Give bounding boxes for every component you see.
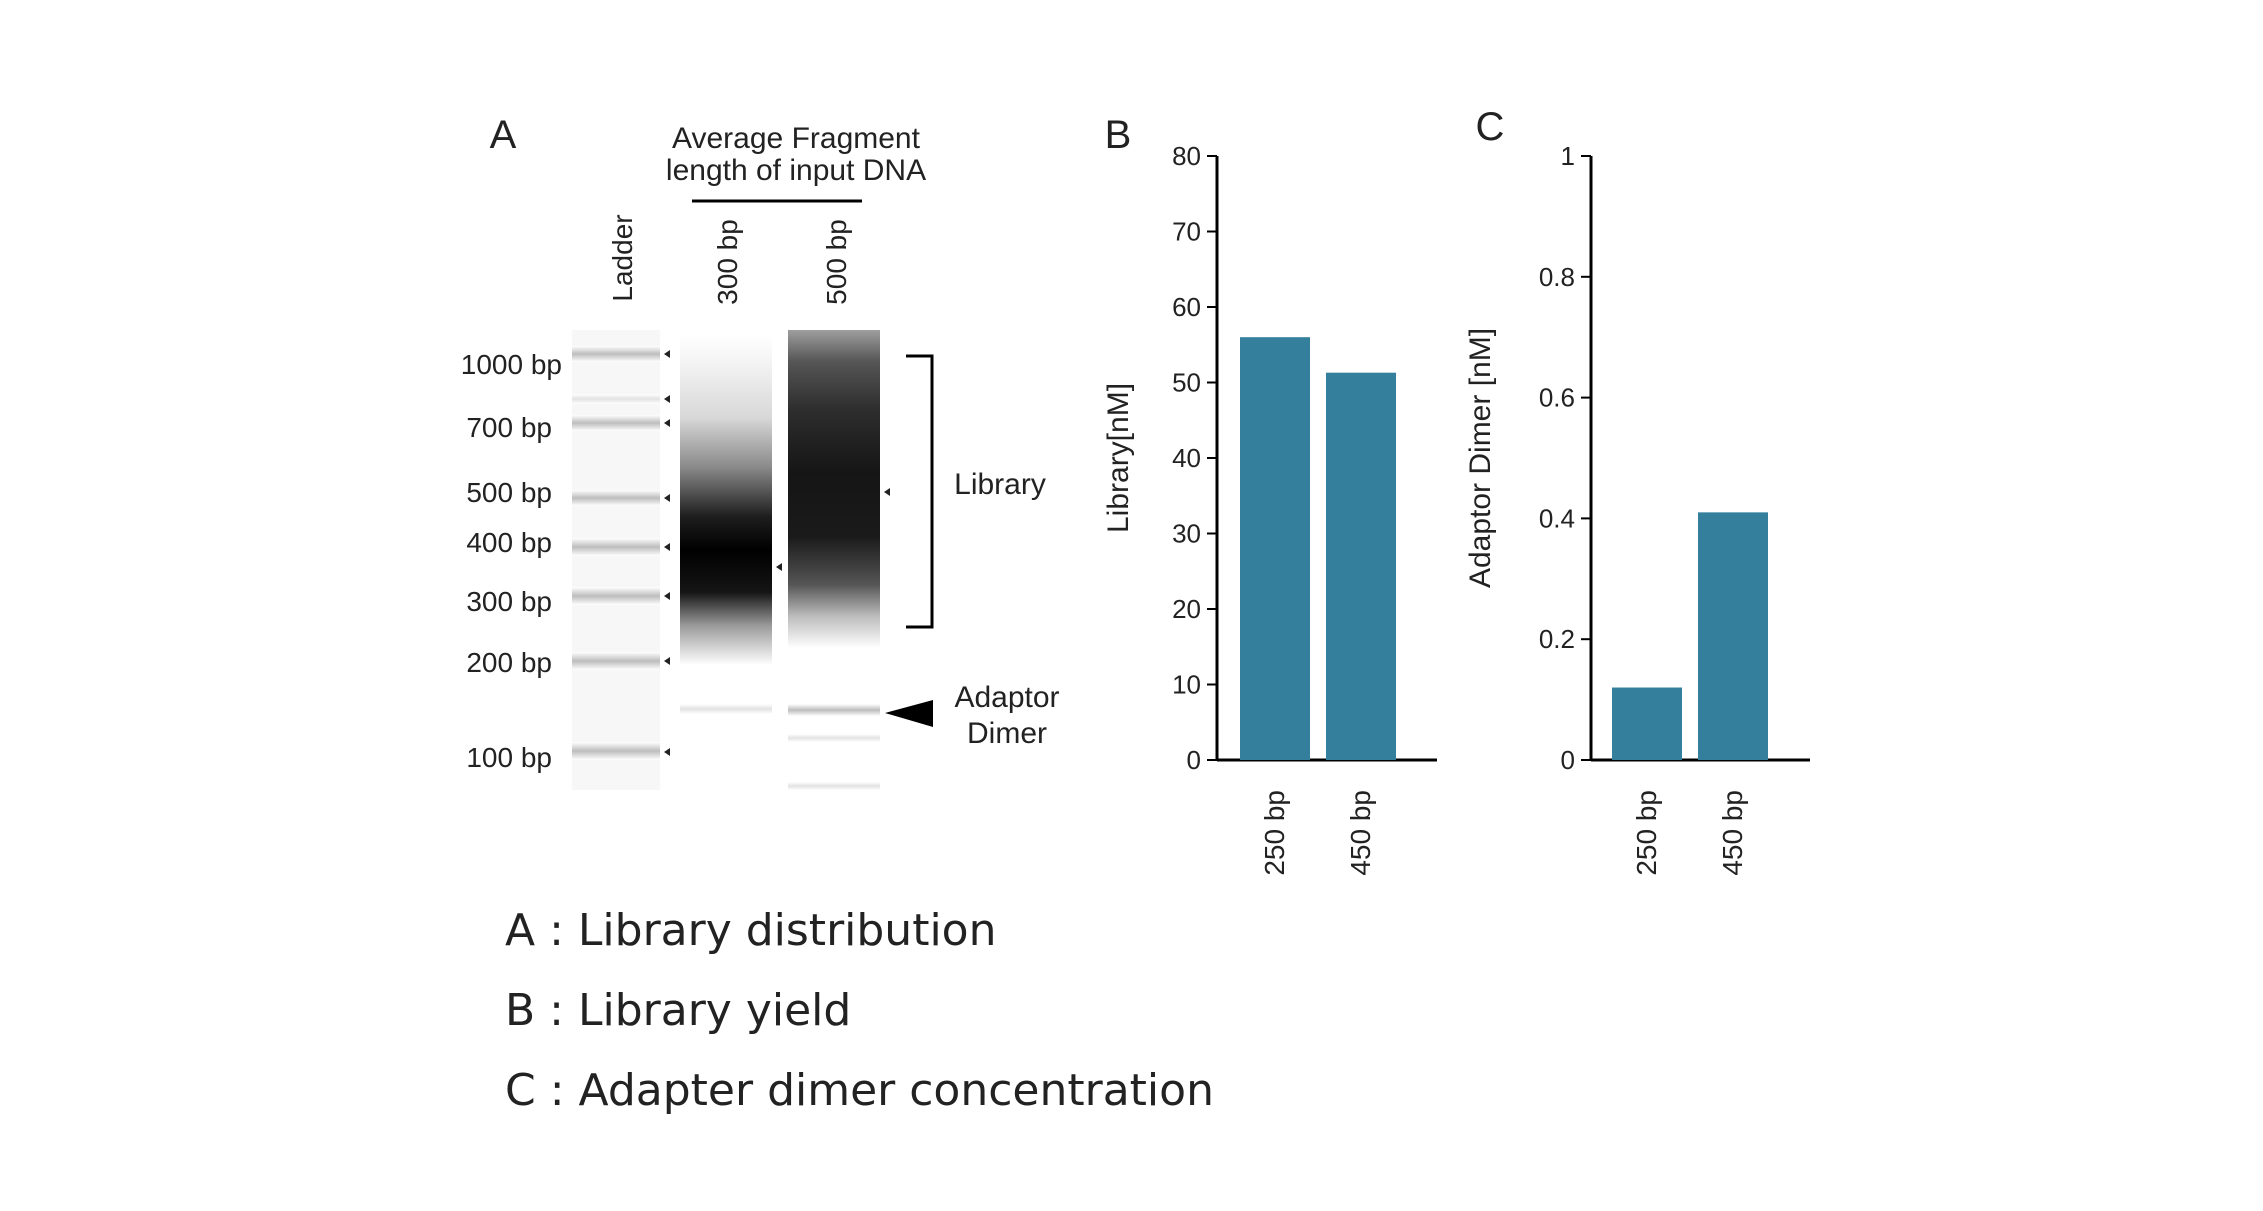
marker-700bp: 700 bp [466,412,552,443]
y-tick-label: 0.8 [1539,262,1575,292]
y-tick-label: 80 [1172,141,1201,171]
y-tick-label: 50 [1172,368,1201,398]
lane-label-300bp: 300 bp [712,219,743,305]
y-axis-label: Library[nM] [1102,383,1135,533]
ladder-marker-labels: 1000 bp 700 bp 500 bp 400 bp 300 bp 200 … [461,349,562,773]
y-tick-label: 0 [1561,745,1575,775]
category-label: 450 bp [1345,790,1376,876]
category-label: 250 bp [1259,790,1290,876]
library-label: Library [954,468,1046,501]
lane-500bp-faint-band [788,734,880,742]
y-tick-label: 40 [1172,443,1201,473]
ladder-band [572,346,660,362]
lane-500bp-peak-arrow [884,488,890,496]
ladder-band [572,652,660,670]
lane-500bp-faint-band [788,782,880,790]
panel-a-label: A [490,113,517,157]
tick-arrow [664,350,670,358]
chart-c-plot: 0 0.2 0.4 0.6 0.8 1 Adaptor Dimer [nM] 250 bp 45… [1464,141,1810,876]
bar-250bp [1240,337,1310,760]
ladder-band [572,394,660,404]
ladder-band [572,587,660,605]
ladder-band [572,490,660,506]
bar-450bp [1326,372,1396,760]
tick-arrow [664,543,670,551]
adaptor-dimer-arrow [885,700,933,727]
chart-b-plot: 0 10 20 30 40 50 60 70 80 Library[nM] 250 bp 450 bp [1102,141,1437,876]
lane-500bp-smear [788,330,880,648]
ladder-lane [572,330,660,790]
panel-c-label: C [1476,105,1505,149]
tick-arrow [664,419,670,427]
legend-line-c: C : Adapter dimer concentration [505,1065,1214,1116]
lane-300bp-smear [680,335,772,665]
legend-line-a: A : Library distribution [505,905,997,956]
panel-c-chart: C 0 0.2 0.4 0.6 0.8 1 Adaptor Dimer [nM] 250 bp… [1464,105,1810,876]
marker-400bp: 400 bp [466,527,552,558]
ladder-band [572,538,660,556]
y-tick-label: 30 [1172,519,1201,549]
marker-200bp: 200 bp [466,647,552,678]
tick-arrow [664,395,670,403]
bar-450bp [1698,512,1768,760]
category-label: 450 bp [1717,790,1748,876]
header-line-1: Average Fragment [672,122,921,155]
marker-100bp: 100 bp [466,742,552,773]
tick-arrow [664,657,670,665]
marker-1000bp: 1000 bp [461,349,562,380]
ladder-band [572,415,660,431]
lane-300bp-peak-arrow [776,563,782,571]
y-tick-label: 0 [1187,745,1201,775]
y-tick-label: 60 [1172,292,1201,322]
panel-b-label: B [1105,113,1132,157]
tick-arrow [664,748,670,756]
y-tick-label: 0.4 [1539,503,1575,533]
bar-250bp [1612,687,1682,760]
lane-label-ladder: Ladder [607,214,638,301]
marker-300bp: 300 bp [466,586,552,617]
y-tick-label: 0.6 [1539,383,1575,413]
category-label: 250 bp [1631,790,1662,876]
y-tick-label: 0.2 [1539,624,1575,654]
lane-500bp-dimer-band [788,704,880,716]
adaptor-label-line-1: Adaptor [954,681,1059,714]
lane-label-500bp: 500 bp [821,219,852,305]
ladder-bands [572,346,660,760]
ladder-band [572,742,660,760]
y-tick-label: 1 [1561,141,1575,171]
marker-500bp: 500 bp [466,477,552,508]
y-axis-label: Adaptor Dimer [nM] [1464,328,1497,588]
tick-arrow [664,494,670,502]
adaptor-label-line-2: Dimer [967,717,1047,750]
y-tick-label: 20 [1172,594,1201,624]
ladder-tick-arrows [664,350,670,756]
panel-b-chart: B 0 10 20 30 40 50 60 70 80 Library[nM] 250 bp 450 … [1102,113,1437,876]
header-line-2: length of input DNA [666,154,926,187]
y-tick-label: 70 [1172,217,1201,247]
y-tick-label: 10 [1172,670,1201,700]
legend-line-b: B : Library yield [505,985,852,1036]
library-bracket [906,354,934,629]
tick-arrow [664,592,670,600]
panel-a: A Average Fragment length of input DNA L… [461,113,1060,790]
lane-300bp-dimer-band [680,704,772,714]
